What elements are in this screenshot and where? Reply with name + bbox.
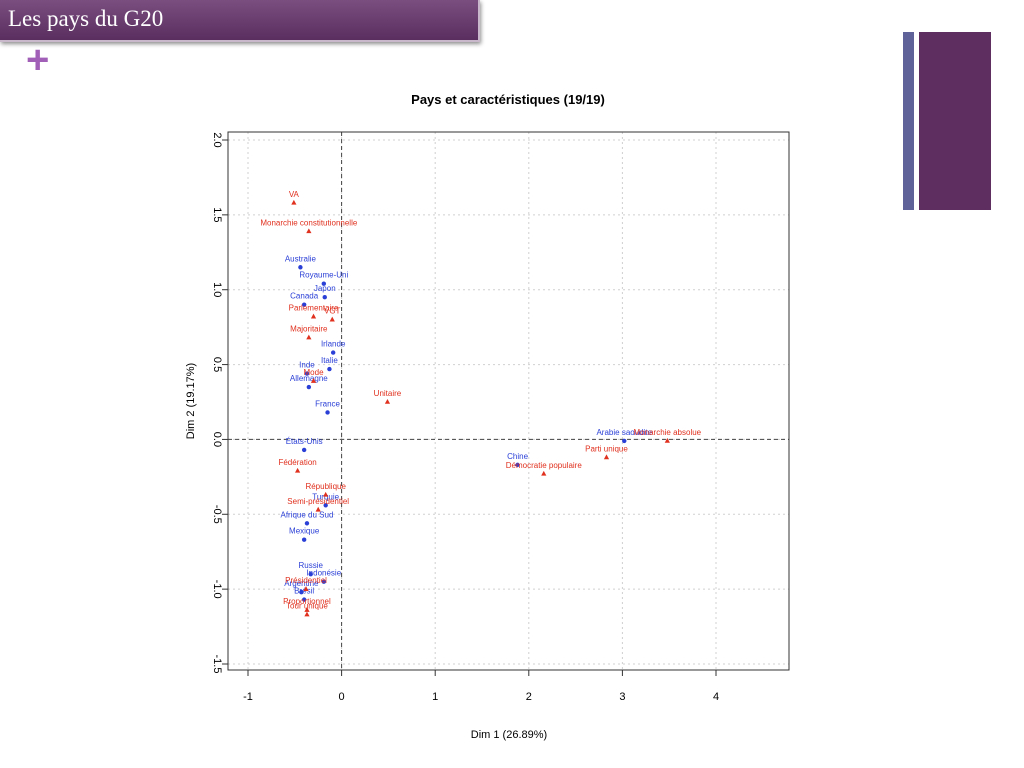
y-tick-label: 0.0 <box>211 432 223 447</box>
data-point <box>310 378 317 383</box>
data-point <box>303 586 309 591</box>
data-point <box>515 462 520 468</box>
data-point <box>301 597 307 602</box>
data-label: VGT <box>324 307 341 316</box>
data-label: Italie <box>321 356 338 365</box>
data-label: Canada <box>290 292 319 301</box>
data-point <box>315 506 321 512</box>
y-tick-label: 1.5 <box>211 207 223 222</box>
data-point <box>295 467 301 473</box>
data-point <box>321 579 327 584</box>
data-label: Fédération <box>278 458 316 467</box>
data-point <box>308 571 313 577</box>
data-point <box>622 438 627 444</box>
data-point <box>603 454 610 460</box>
data-label: Japon <box>314 284 336 293</box>
plot-frame <box>227 131 790 671</box>
data-point <box>306 334 312 340</box>
data-label: Russie <box>298 561 323 570</box>
slide-title: Les pays du G20 <box>8 6 164 31</box>
axes: -1 0 1 2 3 4 -1.5 -1.0 -0.5 0.0 0.5 1.0 1.5 2.0 <box>211 131 790 703</box>
data-label: Chine <box>507 452 528 461</box>
data-label: Turquie <box>312 492 339 501</box>
data-label: Australie <box>285 254 317 263</box>
data-point <box>322 295 327 300</box>
data-point <box>325 410 330 415</box>
data-point <box>329 316 335 322</box>
data-point <box>384 399 391 404</box>
data-label: Monarchie absolue <box>634 428 702 437</box>
data-label: Monarchie constitutionnelle <box>260 218 357 227</box>
chart-title: Pays et caractéristiques (19/19) <box>411 92 605 107</box>
data-label: Présidentiel <box>285 576 327 585</box>
data-point <box>664 437 670 443</box>
data-point <box>306 384 312 390</box>
data-point <box>298 265 303 270</box>
data-label: Allemagne <box>290 374 328 383</box>
data-point <box>323 503 328 508</box>
data-label: VA <box>289 190 300 199</box>
data-point <box>304 607 310 612</box>
data-label: Arabie saoudite <box>596 428 652 437</box>
y-tick-label: 1.0 <box>211 282 223 297</box>
data-label: Afrique du Sud <box>280 510 333 519</box>
x-tick-label: 2 <box>526 691 532 703</box>
y-tick-label: 2.0 <box>211 132 223 147</box>
data-label: Parti unique <box>585 444 628 453</box>
data-label: Indonésie <box>306 569 341 578</box>
x-tick-label: 1 <box>432 691 438 703</box>
data-label: Argentine <box>284 579 319 588</box>
plus-icon: + <box>26 38 50 82</box>
y-tick-label: -1.5 <box>211 655 223 674</box>
data-point <box>327 366 332 372</box>
data-label: Semi-présidentiel <box>287 497 349 506</box>
y-tick-label: -1.0 <box>211 580 223 599</box>
data-label: France <box>315 399 340 408</box>
slide-title-bar: Les pays du G20 <box>0 0 480 42</box>
data-label: Brésil <box>294 587 314 596</box>
data-point <box>306 228 312 234</box>
data-point <box>330 350 336 355</box>
data-label: Tour unique <box>286 602 328 611</box>
data-point <box>304 521 310 526</box>
data-label: Mode <box>304 368 325 377</box>
data-point <box>299 589 304 595</box>
data-label: Parlementaire <box>289 304 339 313</box>
y-tick-label: -0.5 <box>211 505 223 524</box>
data-point <box>291 199 297 205</box>
data-label: Mexique <box>289 527 320 536</box>
data-point <box>310 313 317 319</box>
decorative-bar-thick <box>919 32 991 210</box>
data-label: République <box>305 482 346 491</box>
data-label: États-Unis <box>286 437 323 446</box>
data-label: Irlande <box>321 340 346 349</box>
data-point <box>304 371 310 376</box>
y-tick-label: 0.5 <box>211 357 223 372</box>
data-point <box>301 302 307 307</box>
x-tick-label: 4 <box>713 691 719 703</box>
data-point <box>541 470 547 476</box>
data-point <box>323 491 329 497</box>
data-label: Unitaire <box>374 389 402 398</box>
x-tick-label: 3 <box>619 691 625 703</box>
data-label: Démocratie populaire <box>506 461 583 470</box>
data-point <box>304 611 310 617</box>
x-tick-label: 0 <box>339 691 345 703</box>
data-point <box>321 281 327 286</box>
data-label: Majoritaire <box>290 325 328 334</box>
data-label: Proportionnel <box>283 597 331 606</box>
data-label: Royaume-Uni <box>299 271 348 280</box>
y-axis-label: Dim 2 (19.17%) <box>185 363 197 439</box>
decorative-bar-thin <box>903 32 914 210</box>
x-axis-label: Dim 1 (26.89%) <box>471 729 547 741</box>
data-label: Inde <box>299 361 315 370</box>
x-tick-label: -1 <box>243 691 253 703</box>
data-point <box>301 447 307 453</box>
data-point <box>301 537 307 542</box>
